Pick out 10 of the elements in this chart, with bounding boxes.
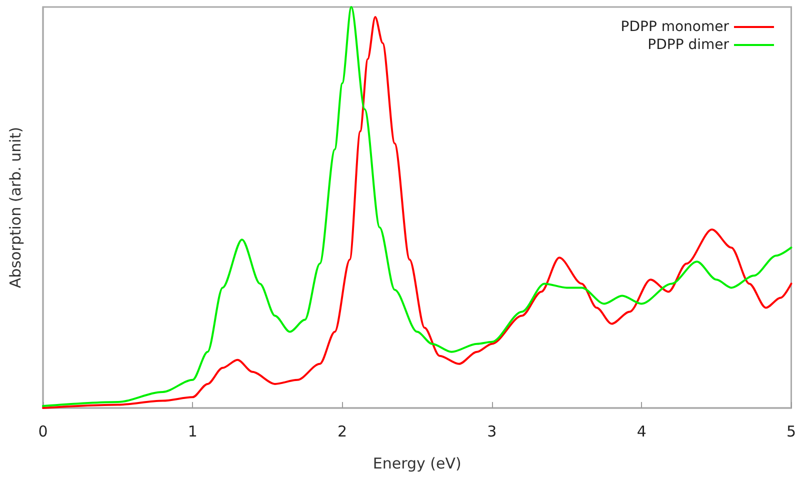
x-tick-label: 1 — [188, 422, 198, 440]
y-axis-title: Absorption (arb. unit) — [6, 126, 24, 288]
x-axis-title: Energy (eV) — [372, 454, 462, 472]
x-tick-label: 0 — [38, 422, 48, 440]
x-tick-label: 5 — [786, 422, 796, 440]
legend-label: PDPP dimer — [648, 37, 730, 53]
legend-label: PDPP monomer — [620, 19, 730, 35]
x-tick-label: 2 — [338, 422, 348, 440]
x-tick-label: 4 — [636, 422, 646, 440]
x-tick-label: 3 — [487, 422, 497, 440]
